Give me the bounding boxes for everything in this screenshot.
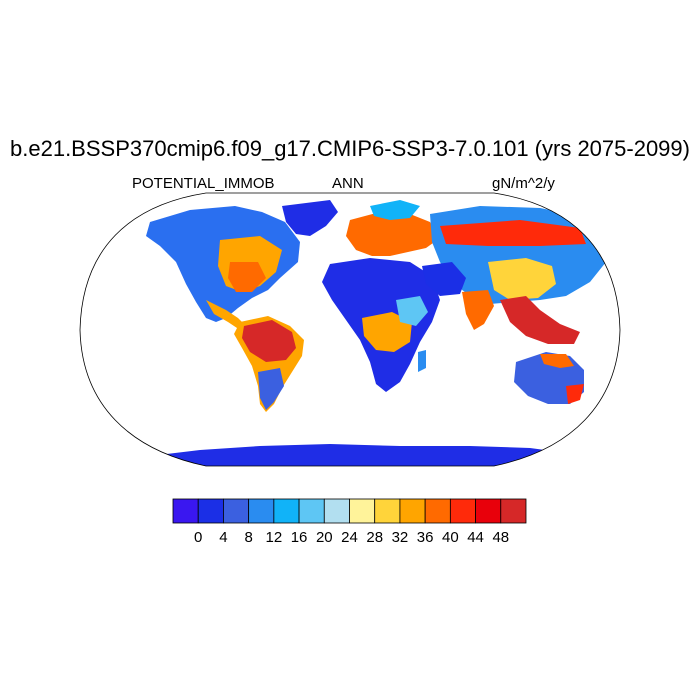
colorbar-box bbox=[475, 498, 502, 524]
colorbar-tick-label: 4 bbox=[219, 529, 227, 546]
land-middle-east bbox=[422, 262, 466, 296]
units-label: gN/m^2/y bbox=[492, 175, 555, 192]
land-africa-central bbox=[362, 312, 412, 352]
land-south-america-south bbox=[258, 368, 284, 410]
land-southeast-asia bbox=[500, 296, 580, 344]
colorbar-box bbox=[298, 498, 325, 524]
colorbar-box bbox=[197, 498, 224, 524]
land-amazon bbox=[242, 320, 296, 362]
colorbar-tick-label: 0 bbox=[194, 529, 202, 546]
colorbar-tick-label: 24 bbox=[341, 529, 358, 546]
colorbar-tick-label: 20 bbox=[316, 529, 333, 546]
land-madagascar bbox=[418, 350, 426, 372]
colorbar-tick-label: 44 bbox=[467, 529, 484, 546]
land-north-america-southeast bbox=[228, 262, 266, 292]
colorbar-box bbox=[223, 498, 250, 524]
globe-outline bbox=[79, 192, 621, 467]
colorbar-tick-label: 8 bbox=[244, 529, 252, 546]
land-scandinavia bbox=[370, 200, 420, 220]
colorbar-box bbox=[349, 498, 376, 524]
colorbar-tick-label: 28 bbox=[366, 529, 383, 546]
colorbar-box bbox=[248, 498, 275, 524]
colorbar-box bbox=[449, 498, 476, 524]
colorbar-box bbox=[399, 498, 426, 524]
land-africa-east bbox=[396, 296, 428, 326]
land-australia-southeast bbox=[566, 384, 584, 404]
land-australia-north bbox=[540, 354, 574, 368]
colorbar-box bbox=[323, 498, 350, 524]
variable-name: POTENTIAL_IMMOB bbox=[132, 175, 275, 192]
land-east-asia bbox=[488, 258, 556, 300]
colorbar-box bbox=[374, 498, 401, 524]
colorbar-tick-label: 12 bbox=[266, 529, 283, 546]
colorbar-box bbox=[273, 498, 300, 524]
figure-title: b.e21.BSSP370cmip6.f09_g17.CMIP6-SSP3-7.… bbox=[10, 136, 690, 161]
colorbar-tick-label: 40 bbox=[442, 529, 459, 546]
season-label: ANN bbox=[332, 175, 364, 192]
land-india bbox=[462, 290, 494, 330]
colorbar-tick-label: 36 bbox=[417, 529, 434, 546]
colorbar-box bbox=[424, 498, 451, 524]
colorbar-box bbox=[500, 498, 527, 524]
land-europe bbox=[346, 212, 440, 256]
colorbar-box bbox=[172, 498, 199, 524]
land-antarctica bbox=[120, 444, 600, 466]
land-central-america bbox=[206, 300, 246, 330]
colorbar-tick-label: 48 bbox=[492, 529, 509, 546]
land-greenland bbox=[282, 200, 338, 236]
colorbar-tick-label: 16 bbox=[291, 529, 308, 546]
colorbar-tick-label: 32 bbox=[392, 529, 409, 546]
land-siberia-band bbox=[440, 220, 586, 246]
